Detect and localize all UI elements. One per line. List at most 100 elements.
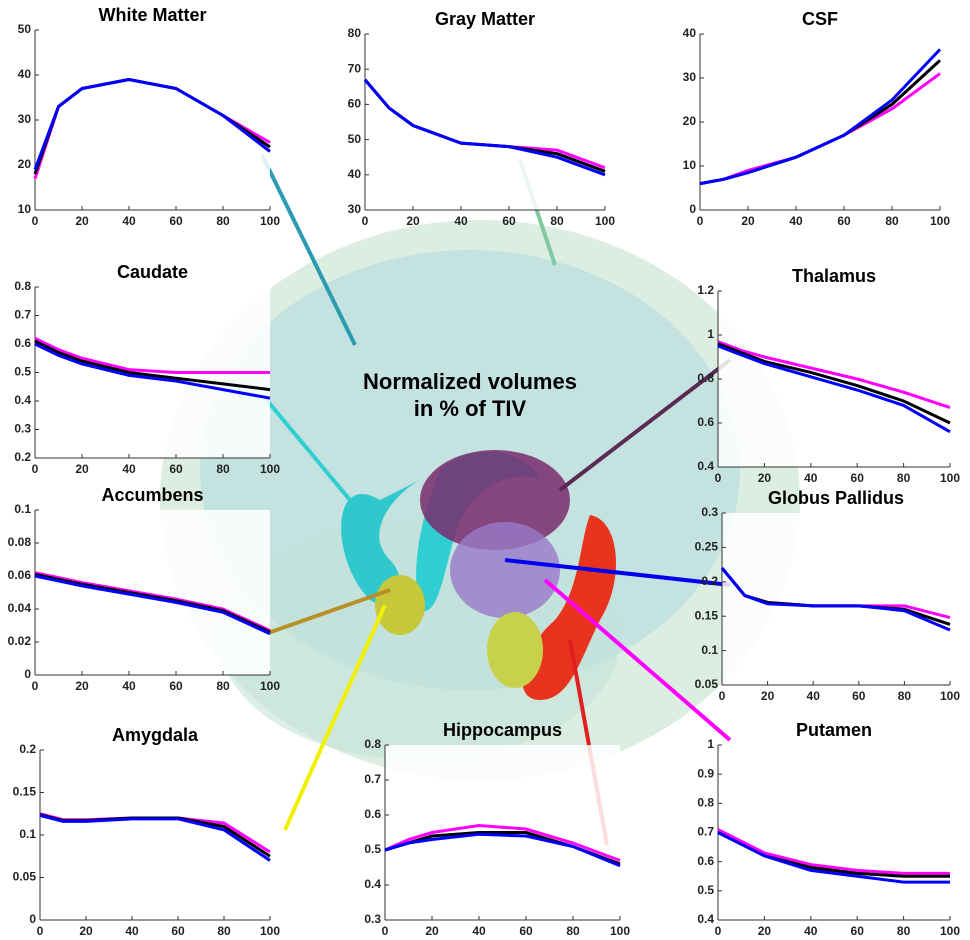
- y-tick-label: 0.4: [14, 393, 31, 407]
- y-tick-label: 0.08: [8, 535, 32, 549]
- fit-line: [720, 567, 951, 632]
- x-tick-label: 60: [837, 214, 851, 228]
- x-tick-label: 60: [502, 214, 516, 228]
- fit-line: [384, 823, 621, 862]
- y-tick-label: 0.6: [364, 807, 381, 821]
- x-tick-label: 40: [472, 924, 486, 938]
- x-tick-label: 80: [898, 689, 912, 703]
- y-tick-label: 0.8: [697, 796, 714, 810]
- y-tick-label: 40: [683, 26, 697, 40]
- plot-area: [35, 510, 270, 675]
- x-tick-label: 100: [260, 924, 280, 938]
- x-tick-label: 0: [715, 471, 722, 485]
- x-tick-label: 20: [758, 924, 772, 938]
- y-tick-label: 0.7: [14, 308, 31, 322]
- x-tick-label: 80: [216, 679, 230, 693]
- x-tick-label: 80: [550, 214, 564, 228]
- chart-title: Accumbens: [101, 485, 203, 505]
- y-tick-label: 0.04: [8, 601, 32, 615]
- x-tick-label: 80: [216, 214, 230, 228]
- x-tick-label: 20: [758, 471, 772, 485]
- x-tick-label: 60: [519, 924, 533, 938]
- y-tick-label: 0.1: [14, 502, 31, 516]
- x-tick-label: 100: [260, 679, 280, 693]
- fit-line: [384, 832, 621, 868]
- y-tick-label: 0.25: [695, 540, 719, 554]
- x-tick-label: 100: [940, 471, 960, 485]
- y-tick-label: 70: [348, 61, 362, 75]
- fit-line: [717, 344, 951, 434]
- y-tick-label: 0.05: [13, 870, 37, 884]
- x-tick-label: 100: [940, 689, 960, 703]
- fit-line: [717, 342, 951, 425]
- x-tick-label: 100: [260, 462, 280, 476]
- x-tick-label: 0: [382, 924, 389, 938]
- x-tick-label: 40: [122, 214, 136, 228]
- y-tick-label: 30: [683, 70, 697, 84]
- y-tick-label: 0.6: [697, 854, 714, 868]
- x-tick-label: 80: [897, 924, 911, 938]
- x-tick-label: 60: [169, 214, 183, 228]
- chart-title: White Matter: [99, 5, 207, 25]
- y-tick-label: 0.1: [19, 827, 36, 841]
- x-tick-label: 0: [715, 924, 722, 938]
- x-tick-label: 0: [32, 679, 39, 693]
- x-tick-label: 20: [406, 214, 420, 228]
- y-tick-label: 50: [348, 132, 362, 146]
- y-tick-label: 0.02: [8, 634, 32, 648]
- x-tick-label: 40: [125, 924, 139, 938]
- y-tick-label: 0.4: [697, 459, 714, 473]
- y-tick-label: 0: [29, 912, 36, 926]
- fit-line: [33, 77, 271, 171]
- y-tick-label: 0.8: [364, 737, 381, 751]
- x-tick-label: 40: [804, 471, 818, 485]
- y-tick-label: 0.8: [697, 371, 714, 385]
- y-tick-label: 0.15: [13, 785, 37, 799]
- x-tick-label: 60: [169, 679, 183, 693]
- y-tick-label: 0.5: [364, 842, 381, 856]
- y-tick-label: 0.6: [697, 415, 714, 429]
- y-tick-label: 1: [707, 737, 714, 751]
- x-tick-label: 40: [789, 214, 803, 228]
- chart-title: Caudate: [117, 262, 188, 282]
- chart-title: Putamen: [796, 720, 872, 740]
- y-tick-label: 10: [683, 158, 697, 172]
- x-tick-label: 100: [930, 214, 950, 228]
- y-tick-label: 0.5: [697, 883, 714, 897]
- x-tick-label: 20: [761, 689, 775, 703]
- fit-line: [34, 336, 270, 374]
- fit-line: [717, 340, 951, 410]
- fit-line: [699, 48, 942, 186]
- y-tick-label: 1.2: [697, 283, 714, 297]
- fit-line: [34, 574, 271, 636]
- chart-title: CSF: [802, 9, 838, 29]
- fit-line: [39, 813, 271, 862]
- x-tick-label: 20: [741, 214, 755, 228]
- y-tick-label: 0.6: [14, 336, 31, 350]
- chart-title: Thalamus: [792, 266, 876, 286]
- y-tick-label: 0.4: [697, 912, 714, 926]
- y-tick-label: 0.3: [364, 912, 381, 926]
- x-tick-label: 20: [75, 462, 89, 476]
- y-tick-label: 0.15: [695, 608, 719, 622]
- y-tick-label: 0.4: [364, 877, 381, 891]
- plot-area: [700, 34, 940, 210]
- fit-line: [717, 831, 950, 884]
- y-tick-label: 0.7: [697, 825, 714, 839]
- x-tick-label: 80: [566, 924, 580, 938]
- y-tick-label: 1: [707, 327, 714, 341]
- x-tick-label: 60: [171, 924, 185, 938]
- y-tick-label: 0.05: [695, 677, 719, 691]
- y-tick-label: 40: [348, 167, 362, 181]
- fit-line: [34, 342, 271, 400]
- x-tick-label: 0: [362, 214, 369, 228]
- plot-area: [365, 34, 605, 210]
- y-tick-label: 0.2: [701, 574, 718, 588]
- y-tick-label: 0: [689, 202, 696, 216]
- fit-line: [34, 572, 271, 634]
- y-tick-label: 0.06: [8, 568, 32, 582]
- x-tick-label: 20: [75, 679, 89, 693]
- x-tick-label: 0: [32, 462, 39, 476]
- x-tick-label: 20: [79, 924, 93, 938]
